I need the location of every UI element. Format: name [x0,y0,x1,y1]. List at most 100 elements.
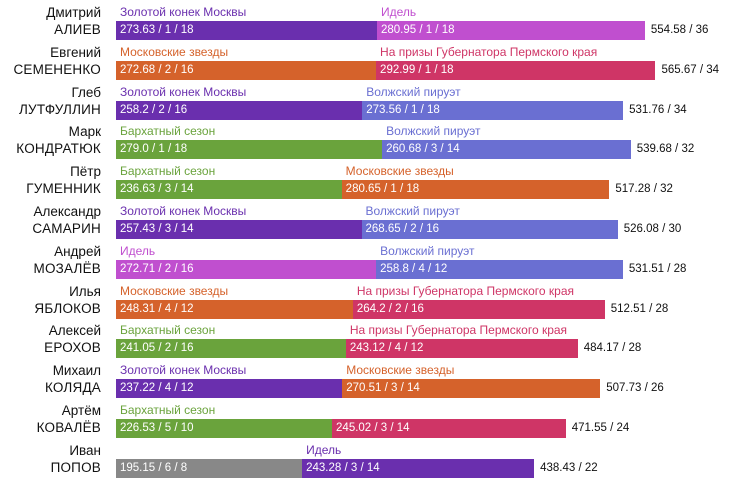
score-bar: 257.43 / 3 / 14 [116,220,362,239]
score-label: 195.15 / 6 / 8 [120,461,188,474]
total-label: 512.51 / 28 [610,302,669,315]
score-bar: 264.2 / 2 / 16 [352,299,605,319]
skater-name: Евгений СЕМЕНЕНКО [0,44,101,78]
score-label: 272.68 / 2 / 16 [120,63,194,76]
score-label: 268.65 / 2 / 16 [365,223,440,235]
score-label: 245.02 / 3 / 14 [336,422,410,434]
skater-first-name: Дмитрий [46,5,101,20]
skater-first-name: Иван [69,442,101,458]
score-bar: 272.68 / 2 / 16 [116,60,377,80]
skater-row: Иван ПОПОВ 195.15 / 6 / 8 Идель 243.28 / 3 /… [0,442,730,482]
competition-label: Московские звезды [120,44,229,59]
skater-first-name: Михаил [52,363,101,379]
competition-label: Золотой конек Москвы [120,204,247,218]
total-label: 565.67 / 34 [661,63,720,76]
competition-label: На призы Губернатора Пермского края [380,44,598,59]
skater-name: Алексей ЕРОХОВ [0,322,101,356]
skater-name: Илья ЯБЛОКОВ [0,283,101,317]
skater-row: Александр САМАРИН Золотой конек Москвы 257.… [0,203,730,243]
total-label: 526.08 / 30 [623,223,682,235]
score-bar: 273.63 / 1 / 18 [116,21,377,40]
skater-row: Глеб ЛУТФУЛЛИН Золотой конек Москвы 258.2 /… [0,84,730,124]
skater-first-name: Глеб [71,84,101,100]
skater-name: Михаил КОЛЯДА [0,362,101,396]
score-bar: 226.53 / 5 / 10 [116,419,333,438]
score-bar: 280.65 / 1 / 18 [341,180,610,200]
score-label: 264.2 / 2 / 16 [356,302,424,315]
score-bar: 272.71 / 2 / 16 [116,259,377,279]
competition-label: Идель [306,442,342,457]
score-label: 280.95 / 1 / 18 [380,24,455,36]
score-label: 241.05 / 2 / 16 [120,342,194,355]
score-bar: 236.63 / 3 / 14 [116,180,342,200]
score-label: 270.51 / 3 / 14 [346,382,420,395]
skater-name: Дмитрий АЛИЕВ [0,4,101,38]
skater-name: Александр САМАРИН [0,203,101,237]
score-bar: 280.95 / 1 / 18 [376,21,645,40]
score-label: 273.63 / 1 / 18 [120,24,194,36]
score-label: 257.43 / 3 / 14 [120,223,194,235]
total-label: 539.68 / 32 [636,143,695,156]
score-bar: 270.51 / 3 / 14 [342,379,601,399]
score-bar: 258.8 / 4 / 12 [376,259,623,279]
skater-last-name: ГУМЕННИК [26,181,101,197]
competition-label: Золотой конек Москвы [120,5,247,19]
score-bar: 279.0 / 1 / 18 [116,140,383,160]
skater-row: Михаил КОЛЯДА Золотой конек Москвы 237.22 /… [0,362,730,402]
score-label: 280.65 / 1 / 18 [345,183,420,196]
total-label: 554.58 / 36 [650,24,709,36]
skater-row: Дмитрий АЛИЕВ Золотой конек Москвы 273.63 /… [0,4,730,44]
total-label: 507.73 / 26 [606,382,664,395]
score-bar: 241.05 / 2 / 16 [116,339,346,359]
skater-first-name: Андрей [54,243,101,259]
score-label: 258.8 / 4 / 12 [380,262,448,275]
skater-first-name: Марк [68,124,101,140]
skater-row: Андрей МОЗАЛЁВ Идель 272.71 / 2 / 16 Волжски… [0,243,730,283]
score-bar: 243.12 / 4 / 12 [345,339,578,359]
score-bar: 245.02 / 3 / 14 [332,419,566,438]
total-label: 531.76 / 34 [629,103,687,116]
score-bar: 243.28 / 3 / 14 [302,458,535,478]
skater-last-name: СЕМЕНЕНКО [13,61,101,77]
skater-row: Евгений СЕМЕНЕНКО Московские звезды 272.68 … [0,44,730,84]
skater-row: Илья ЯБЛОКОВ Московские звезды 248.31 / 4 /… [0,283,730,323]
skater-row: Пётр ГУМЕННИК Бархатный сезон 236.63 / 3 / … [0,163,730,203]
score-label: 248.31 / 4 / 12 [120,302,194,315]
score-bar: 258.2 / 2 / 16 [116,100,363,120]
competition-label: Бархатный сезон [120,323,216,338]
score-label: 292.99 / 1 / 18 [380,63,454,76]
competition-label: Московские звезды [346,363,455,378]
score-label: 243.12 / 4 / 12 [349,342,424,355]
skater-name: Артём КОВАЛЁВ [0,402,101,436]
skater-name: Андрей МОЗАЛЁВ [0,243,101,277]
skater-first-name: Илья [69,283,101,299]
total-label: 517.28 / 32 [615,183,673,196]
total-label: 471.55 / 24 [571,422,630,434]
score-label: 279.0 / 1 / 18 [120,143,188,156]
score-label: 236.63 / 3 / 14 [120,183,194,196]
total-label: 531.51 / 28 [628,262,687,275]
skater-last-name: АЛИЕВ [54,22,101,37]
competition-label: Золотой конек Москвы [120,84,247,99]
skater-last-name: КОЛЯДА [44,380,101,396]
skater-name: Глеб ЛУТФУЛЛИН [0,84,101,118]
competition-label: На призы Губернатора Пермского края [349,323,568,338]
skater-first-name: Александр [33,204,101,219]
score-bar: 248.31 / 4 / 12 [116,299,353,319]
score-bar: 292.99 / 1 / 18 [376,60,656,80]
competition-label: Бархатный сезон [120,164,216,179]
competition-label: Бархатный сезон [120,403,216,417]
skater-last-name: КОНДРАТЮК [16,141,101,157]
competition-label: Золотой конек Москвы [120,363,247,378]
score-bar: 273.56 / 1 / 18 [362,100,624,120]
skater-first-name: Артём [61,403,101,418]
skater-name: Пётр ГУМЕННИК [0,163,101,197]
skater-last-name: ЛУТФУЛЛИН [19,101,101,117]
competition-label: Московские звезды [345,164,454,179]
skater-name: Иван ПОПОВ [0,442,101,476]
score-bar: 195.15 / 6 / 8 [116,458,303,478]
score-label: 226.53 / 5 / 10 [120,422,194,434]
competition-label: Волжский пируэт [380,243,475,258]
skater-row: Артём КОВАЛЁВ Бархатный сезон 226.53 / 5 / … [0,402,730,442]
